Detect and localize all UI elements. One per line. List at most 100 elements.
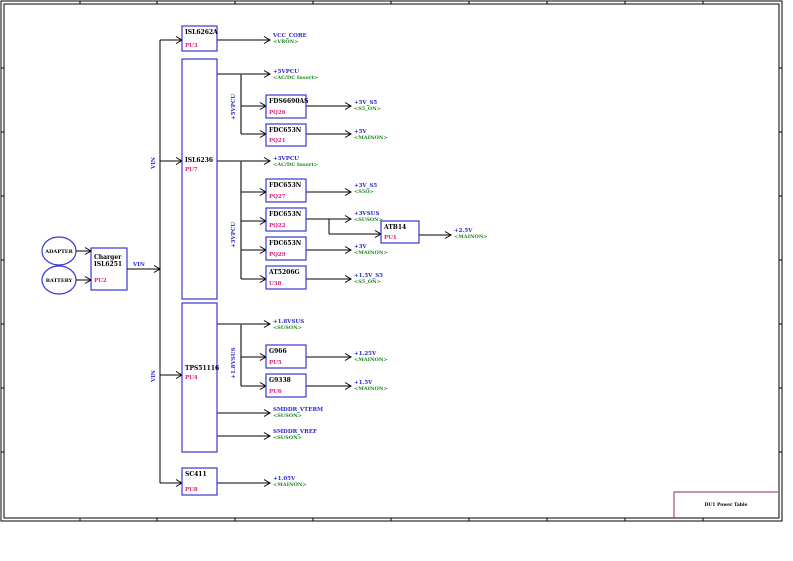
wire [263,409,271,417]
charger-ref: PU2 [94,278,107,284]
part-refdes: PU1 [384,235,397,241]
part-pu5: G966 PU5 [265,344,307,369]
net-name: +1.8VSUS [273,319,304,325]
net-name: +1.25V [354,351,377,357]
net-3vpcu: +3VPCU<AC/DC Insert> [273,156,318,168]
part-refdes: PQ22 [269,223,286,229]
net-enable: <AC/DC Insert> [273,75,318,81]
net-name: +3V_S5 [354,183,377,189]
part-pu4: TPS51116 PU4 [181,302,219,453]
wire [344,215,352,223]
rail-1-8vsus-label: +1.8VSUS [231,347,237,378]
charger-block: Charger ISL6251 PU2 VIN [90,247,145,291]
net-enable: <S5_ON> [354,106,381,112]
net-1_05v: +1.05V<MAINON> [273,476,307,488]
part-refdes: PQ26 [269,110,286,116]
net-1_8vsus: +1.8VSUS<SUSON> [273,319,304,331]
wire [84,247,92,255]
wire [344,275,352,283]
vin-label-lower: VIN [151,370,157,383]
net-1_25v: +1.25V<MAINON> [354,351,388,363]
rail-3vpcu-label: +3VPCU [231,222,237,248]
parts: ISL6262A PU3 ISL6236 PU7 TPS51116 PU4 SC411 PU8… [181,25,420,496]
adapter-source: ADAPTER [41,236,77,266]
net-name: +3V [354,244,367,250]
part-refdes: PU7 [185,167,198,173]
net-enable: <SUSON> [354,217,383,223]
border-ticks [1,1,782,521]
net-enable: <S5_ON> [354,279,381,285]
net-enable: <VRON> [273,39,298,45]
part-number: SC411 [185,471,207,478]
part-pq21: FDC653N PQ21 [265,123,307,147]
net-smddr_vref: SMDDR_VREF<SUSON> [273,429,317,441]
part-number: ATB14 [383,224,406,231]
part-pq27: FDC653N PQ27 [265,178,307,203]
part-u38: AT5206G U38 [265,265,307,290]
net-2_5v: +2.5V<MAINON> [454,228,488,240]
part-pu3: ISL6262A PU3 [181,25,218,52]
wire [344,353,352,361]
net-name: +3VPCU [273,156,299,162]
part-refdes: PQ29 [269,252,286,258]
part-pq22: FDC653N PQ22 [265,207,307,232]
wire [344,246,352,254]
charger-line2: ISL6251 [94,261,122,268]
net-enable: <MAINON> [354,135,388,141]
net-1_5v_s5: +1.5V_S5<S5_ON> [354,273,383,285]
net-name: +2.5V [454,228,473,234]
net-enable: <SUSON> [273,413,302,419]
part-pu1: ATB14 PU1 [380,220,420,244]
part-refdes: PU4 [185,375,198,381]
net-smddr_vterm: SMDDR_VTERM<SUSON> [273,407,323,419]
net-enable: <AC/DC Insert> [273,162,318,168]
wire [444,231,452,239]
wire [344,188,352,196]
part-number: FDC653N [269,211,302,218]
net-enable: <MAINON> [354,357,388,363]
battery-source: BATTERY [41,265,77,295]
part-number: FDC653N [269,240,302,247]
net-enable: <MAINON> [454,234,488,240]
net-name: +1.5V_S5 [354,273,383,279]
part-refdes: PQ27 [269,194,286,200]
net-5vpcu: +5VPCU<AC/DC Insert> [273,69,318,81]
title-block: DU1 Power Table [673,491,778,518]
part-refdes: PQ21 [269,138,286,144]
net-5v: +5V<MAINON> [354,129,388,141]
net-vcc_core: VCC_CORE<VRON> [272,33,307,45]
rail-5vpcu-label: +5VPCU [231,94,237,120]
part-number: FDC653N [269,127,302,134]
net-name: +5V_S5 [354,100,377,106]
part-pq26: FDS6690AS PQ26 [265,94,308,119]
part-pq29: FDC653N PQ29 [265,236,307,261]
part-refdes: PU8 [185,487,198,493]
wire [263,479,271,487]
wires [76,36,452,487]
part-refdes: U38 [269,281,282,287]
part-number: FDS6690AS [269,98,308,105]
part-pu6: G9338 PU6 [265,373,307,398]
part-number: G9338 [269,377,291,384]
net-name: SMDDR_VTERM [273,407,323,413]
wire [344,102,352,110]
adapter-label: ADAPTER [44,249,73,255]
net-enable: <MAINON> [273,482,307,488]
net-name: +5V [354,129,367,135]
wire [344,382,352,390]
net-name: +1.05V [273,476,296,482]
net-name: +5VPCU [273,69,299,75]
net-3v: +3V<MAINON> [354,244,388,256]
net-1_5v: +1.5V<MAINON> [354,380,388,392]
part-number: ISL6262A [185,29,218,36]
net-enable: <MAINON> [354,386,388,392]
net-enable: <S5O> [354,189,374,195]
title-block-title: DU1 Power Table [704,502,747,508]
part-pu7: ISL6236 PU7 [181,58,218,300]
part-refdes: PU5 [269,360,282,366]
wire [84,276,92,284]
net-enable: <MAINON> [354,250,388,256]
net-name: +1.5V [354,380,373,386]
net-enable: <SUSON> [273,325,302,331]
